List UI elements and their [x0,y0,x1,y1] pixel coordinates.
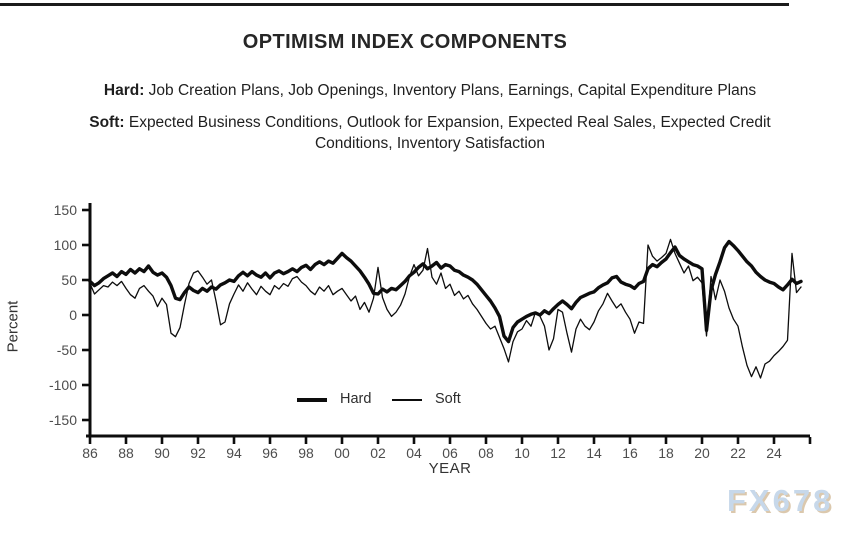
axes: 150 100 50 0 -50 -100 -150 86 88 90 92 94 96 98 00 02 04… [49,202,812,461]
x-tick-label: 18 [658,445,674,461]
top-border-rule [0,3,789,6]
hard-components-subtitle: Hard: Job Creation Plans, Job Openings, … [0,80,860,101]
x-tick-label: 24 [766,445,782,461]
y-tick-label: 50 [61,272,77,288]
x-tick-label: 86 [82,445,98,461]
x-tick-label: 22 [730,445,746,461]
y-tick-label: -50 [57,342,77,358]
hard-label: Hard: [103,82,145,99]
y-tick-label: 150 [54,202,78,218]
fx678-watermark: FX678 [727,483,834,518]
x-tick-label: 04 [406,445,422,461]
x-tick-label: 00 [334,445,350,461]
x-tick-label: 92 [190,445,206,461]
x-tick-label: 98 [298,445,314,461]
soft-list: Expected Business Conditions, Outlook fo… [124,114,771,152]
soft-label: Soft: [89,114,125,131]
y-tick-label: 100 [54,237,78,253]
x-tick-label: 20 [694,445,710,461]
chart-title: OPTIMISM INDEX COMPONENTS [242,31,568,53]
x-tick-label: 06 [442,445,458,461]
y-tick-label: -150 [49,412,77,428]
series-line-soft [89,238,802,379]
x-tick-label: 96 [262,445,278,461]
x-tick-label: 12 [550,445,566,461]
x-axis-title: YEAR [428,460,472,477]
y-tick-label: -100 [49,377,77,393]
x-tick-label: 08 [478,445,494,461]
series-line-hard [88,239,803,344]
x-tick-label: 14 [586,445,602,461]
x-tick-label: 10 [514,445,530,461]
x-tick-label: 90 [154,445,170,461]
hard-list: Job Creation Plans, Job Openings, Invent… [144,82,757,99]
soft-components-subtitle: Soft: Expected Business Conditions, Outl… [0,112,860,154]
x-tick-label: 94 [226,445,242,461]
x-tick-label: 16 [622,445,638,461]
x-tick-label: 02 [370,445,386,461]
y-tick-label: 0 [69,307,77,323]
x-tick-label: 88 [118,445,134,461]
